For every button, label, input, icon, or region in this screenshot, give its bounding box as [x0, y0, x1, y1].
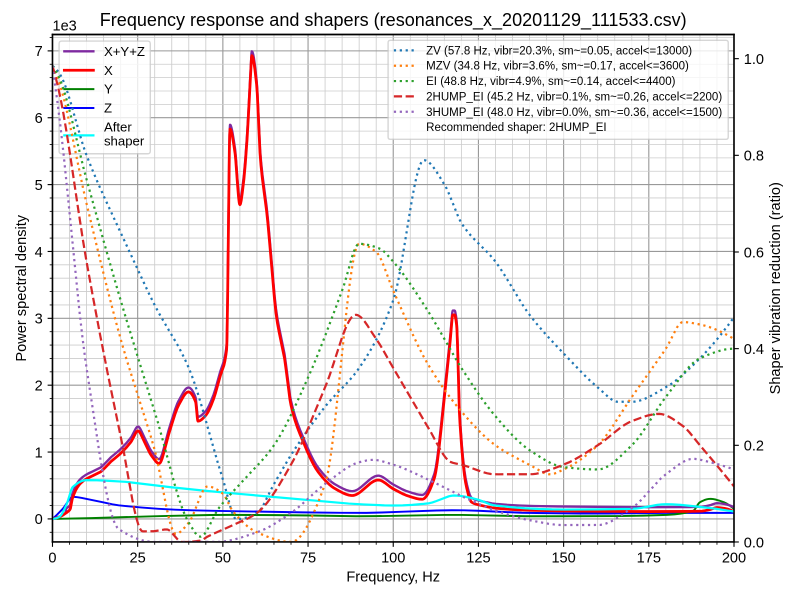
svg-text:75: 75 [300, 550, 316, 566]
svg-text:1: 1 [35, 445, 43, 461]
svg-text:200: 200 [722, 550, 746, 566]
svg-text:3: 3 [35, 312, 43, 328]
svg-text:2HUMP_EI (45.2 Hz, vibr=0.1%,: 2HUMP_EI (45.2 Hz, vibr=0.1%, sm~=0.26, … [426, 91, 722, 103]
svg-text:125: 125 [466, 550, 490, 566]
svg-text:0.6: 0.6 [744, 245, 764, 261]
svg-text:0: 0 [35, 512, 43, 528]
svg-text:5: 5 [35, 178, 43, 194]
svg-text:X: X [104, 63, 113, 78]
svg-text:1.0: 1.0 [744, 52, 764, 68]
svg-text:50: 50 [215, 550, 231, 566]
svg-text:Recommended shaper: 2HUMP_EI: Recommended shaper: 2HUMP_EI [426, 122, 606, 134]
svg-text:6: 6 [35, 111, 43, 127]
svg-text:Z: Z [104, 101, 112, 116]
svg-text:175: 175 [637, 550, 661, 566]
svg-text:Shaper vibration reduction (ra: Shaper vibration reduction (ratio) [768, 182, 784, 394]
svg-text:Frequency response and shapers: Frequency response and shapers (resonanc… [100, 10, 687, 31]
svg-text:1e3: 1e3 [52, 18, 76, 34]
svg-text:X+Y+Z: X+Y+Z [104, 44, 145, 59]
svg-text:After: After [104, 120, 132, 135]
svg-text:Power spectral density: Power spectral density [14, 214, 30, 361]
svg-text:EI (48.8 Hz, vibr=4.9%, sm~=0.: EI (48.8 Hz, vibr=4.9%, sm~=0.14, accel<… [426, 76, 675, 88]
svg-text:0: 0 [48, 550, 56, 566]
svg-text:150: 150 [551, 550, 575, 566]
svg-text:4: 4 [35, 245, 43, 261]
svg-text:3HUMP_EI (48.0 Hz, vibr=0.0%,: 3HUMP_EI (48.0 Hz, vibr=0.0%, sm~=0.36, … [426, 107, 722, 119]
svg-text:7: 7 [35, 44, 43, 60]
svg-text:2: 2 [35, 378, 43, 394]
svg-text:25: 25 [130, 550, 146, 566]
svg-text:ZV (57.8 Hz, vibr=20.3%, sm~=0: ZV (57.8 Hz, vibr=20.3%, sm~=0.05, accel… [426, 45, 692, 57]
svg-text:100: 100 [381, 550, 405, 566]
svg-text:shaper: shaper [104, 134, 145, 149]
svg-text:0.8: 0.8 [744, 149, 764, 165]
svg-text:Y: Y [104, 82, 113, 97]
svg-text:0.4: 0.4 [744, 342, 764, 358]
svg-text:Frequency, Hz: Frequency, Hz [346, 569, 440, 585]
svg-text:0.2: 0.2 [744, 439, 764, 455]
svg-text:0.0: 0.0 [744, 535, 764, 551]
svg-text:MZV (34.8 Hz, vibr=3.6%, sm~=0: MZV (34.8 Hz, vibr=3.6%, sm~=0.17, accel… [426, 61, 689, 73]
